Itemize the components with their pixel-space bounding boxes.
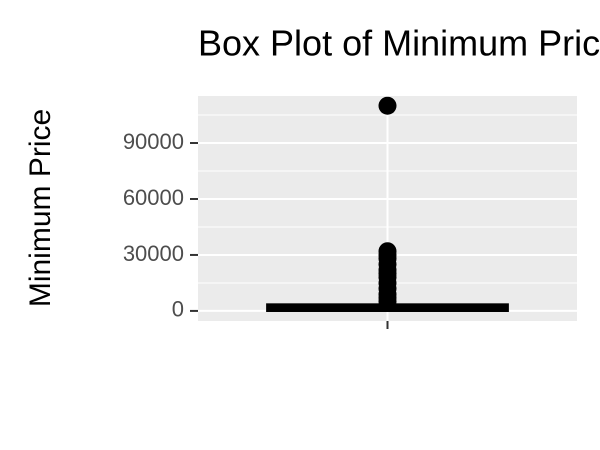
outlier: [378, 242, 397, 261]
chart-title: Box Plot of Minimum Price: [198, 23, 600, 64]
y-tick-label: 30000: [123, 241, 184, 266]
y-axis-label: Minimum Price: [24, 109, 57, 307]
outlier: [378, 96, 397, 115]
y-tick-label: 60000: [123, 185, 184, 210]
y-tick-label: 90000: [123, 129, 184, 154]
y-tick-label: 0: [172, 297, 184, 322]
